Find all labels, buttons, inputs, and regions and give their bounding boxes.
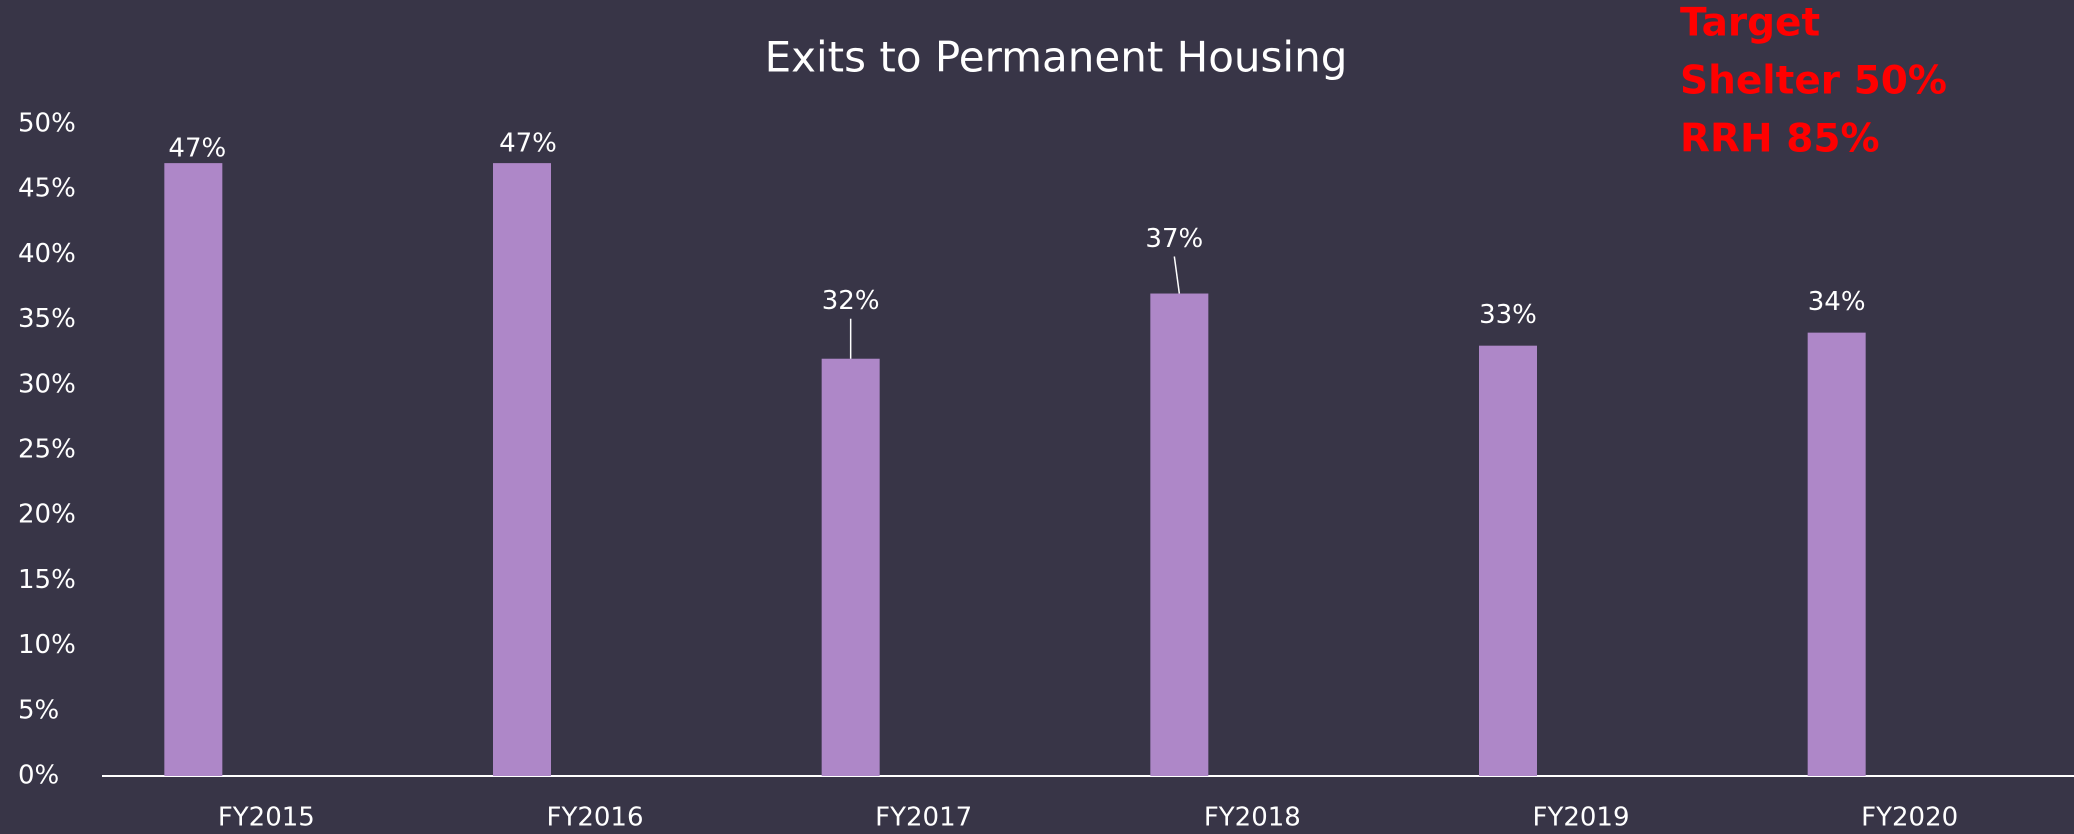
x-tick-label: FY2018 — [1204, 803, 1301, 833]
bar — [1807, 332, 1866, 776]
data-label: 32% — [822, 286, 880, 316]
annotation: Target — [1680, 1, 1820, 46]
y-tick-label: 25% — [18, 435, 76, 465]
data-label: 37% — [1145, 224, 1203, 254]
bar — [1479, 345, 1537, 776]
x-tick-label: FY2016 — [546, 803, 643, 833]
y-tick-label: 50% — [18, 109, 76, 139]
y-tick-label: 10% — [18, 630, 76, 660]
data-label: 34% — [1808, 287, 1866, 317]
data-label: 47% — [168, 134, 226, 164]
x-tick-label: FY2015 — [218, 803, 315, 833]
y-tick-label: 5% — [18, 695, 59, 725]
y-tick-label: 0% — [18, 761, 59, 791]
bar — [493, 163, 551, 776]
y-tick-label: 45% — [18, 174, 76, 204]
y-tick-label: 40% — [18, 239, 76, 269]
annotation: Shelter 50% — [1680, 59, 1947, 104]
y-tick-label: 15% — [18, 565, 76, 595]
data-label: 33% — [1479, 300, 1537, 330]
x-tick-label: FY2020 — [1861, 803, 1958, 833]
y-tick-label: 30% — [18, 369, 76, 399]
annotation: RRH 85% — [1680, 117, 1880, 162]
data-label: 47% — [499, 129, 557, 159]
bar — [164, 163, 223, 776]
bar — [1150, 293, 1209, 776]
y-tick-label: 35% — [18, 304, 76, 334]
leader-line — [1173, 256, 1181, 294]
y-tick-label: 20% — [18, 500, 76, 530]
x-tick-label: FY2017 — [875, 803, 972, 833]
x-tick-label: FY2019 — [1532, 803, 1629, 833]
chart-title: Exits to Permanent Housing — [765, 33, 1348, 82]
bar — [821, 358, 880, 776]
